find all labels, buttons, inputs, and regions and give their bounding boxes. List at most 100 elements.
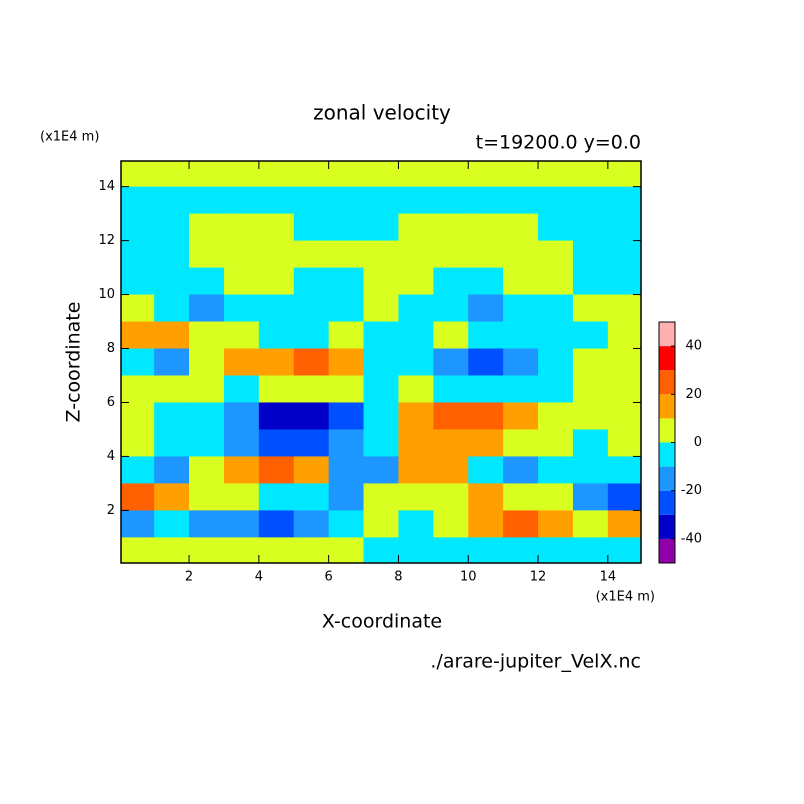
contour-cell [468,213,504,242]
x-tick-label: 6 [325,570,333,585]
contour-cell [121,321,155,350]
colorbar-tick-label: 40 [685,339,702,354]
contour-cell [328,429,365,457]
colorbar-bin [659,418,675,443]
contour-cell [328,375,365,403]
contour-cell [398,240,434,269]
contour-cell [572,429,609,457]
contour-cell [223,348,260,376]
contour-cell [503,348,539,376]
contour-cell [328,402,365,430]
contour-cell [363,456,399,484]
x-tick-label: 2 [185,570,193,585]
y-tick-label: 6 [107,395,115,410]
contour-cell [223,510,260,538]
contour-cell [433,429,469,457]
contour-cell [328,294,365,323]
contour-cell [328,186,365,215]
contour-cell [607,510,641,538]
contour-cell [503,161,539,188]
x-tick-label: 12 [530,570,547,585]
contour-cell [293,213,330,242]
contour-cell [258,321,295,350]
contour-cell [398,213,434,242]
contour-cell [258,348,295,376]
contour-cell [468,483,504,511]
contour-cell [293,321,330,350]
contour-cell [607,375,641,403]
contour-cell [189,161,225,188]
contour-cell [433,510,469,538]
contour-cell [433,186,469,215]
contour-cell [154,294,190,323]
contour-cell [223,483,260,511]
contour-cell [328,240,365,269]
contour-cell [572,510,609,538]
contour-cell [433,348,469,376]
contour-cell [223,321,260,350]
contour-cell [328,510,365,538]
colorbar-bin [659,346,675,371]
contour-cell [572,213,609,242]
contour-cell [258,537,295,563]
contour-cell [121,537,155,563]
colorbar-tick-label: -40 [681,531,702,546]
contour-cell [328,537,365,563]
contour-cell [189,267,225,296]
contour-cell [433,537,469,563]
contour-cell [468,267,504,296]
contour-cell [503,429,539,457]
contour-cell [154,213,190,242]
contour-cell [468,348,504,376]
contour-cell [154,348,190,376]
contour-cell [607,537,641,563]
contour-cell [503,321,539,350]
contour-cell [398,294,434,323]
contour-cell [328,161,365,188]
contour-cell [258,213,295,242]
colorbar-bin [659,466,675,491]
contour-cell [538,483,574,511]
contour-cell [258,294,295,323]
contour-cell [503,483,539,511]
contour-cell [433,321,469,350]
contour-cell [328,456,365,484]
contour-cell [258,456,295,484]
contour-cell [154,483,190,511]
contour-cell [398,456,434,484]
contour-cell [293,267,330,296]
contour-cell [258,429,295,457]
contour-cell [223,456,260,484]
contour-cell [398,186,434,215]
y-unit: (x1E4 m) [40,130,99,145]
contour-cell [293,375,330,403]
contour-cell [538,321,574,350]
contour-cell [468,375,504,403]
contour-cell [154,402,190,430]
contour-cell [538,402,574,430]
colorbar-bin [659,370,675,395]
contour-cell [468,510,504,538]
contour-cell [398,375,434,403]
contour-cell [572,161,609,188]
contour-cell [328,267,365,296]
contour-cell [189,375,225,403]
y-tick-label: 12 [98,233,115,248]
y-tick-label: 2 [107,503,115,518]
contour-cell [607,456,641,484]
footer: ./arare-jupiter_VelX.nc [430,651,641,673]
contour-cell [121,240,155,269]
contour-cell [572,240,609,269]
contour-cell [293,161,330,188]
x-tick-label: 8 [394,570,402,585]
contour-cell [607,429,641,457]
contour-cell [121,348,155,376]
contour-cell [189,402,225,430]
contour-cell [538,375,574,403]
contour-cell [121,213,155,242]
contour-cell [154,186,190,215]
contour-cell [121,186,155,215]
contour-cell [258,510,295,538]
contour-cell [468,456,504,484]
